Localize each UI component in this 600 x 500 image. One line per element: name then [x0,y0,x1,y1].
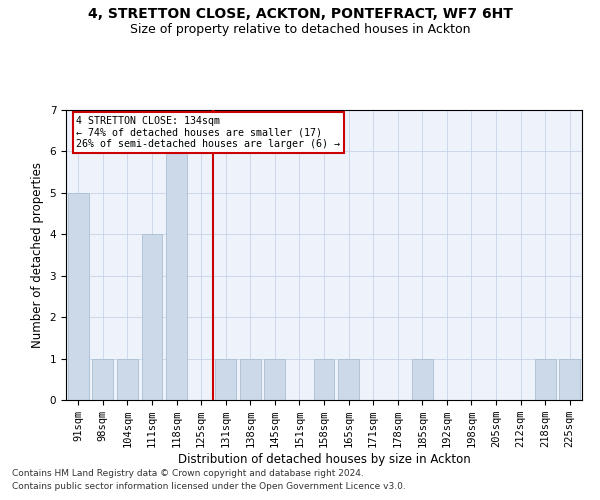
Bar [215,358,236,400]
Text: Contains HM Land Registry data © Crown copyright and database right 2024.: Contains HM Land Registry data © Crown c… [12,468,364,477]
Y-axis label: Number of detached properties: Number of detached properties [31,162,44,348]
Bar [338,358,359,400]
Bar [314,358,334,400]
Text: 4, STRETTON CLOSE, ACKTON, PONTEFRACT, WF7 6HT: 4, STRETTON CLOSE, ACKTON, PONTEFRACT, W… [88,8,512,22]
Bar [142,234,163,400]
Bar [265,358,286,400]
Bar [535,358,556,400]
Text: 4 STRETTON CLOSE: 134sqm
← 74% of detached houses are smaller (17)
26% of semi-d: 4 STRETTON CLOSE: 134sqm ← 74% of detach… [76,116,340,149]
Bar [240,358,261,400]
Text: Size of property relative to detached houses in Ackton: Size of property relative to detached ho… [130,22,470,36]
Bar [166,152,187,400]
Bar [117,358,138,400]
X-axis label: Distribution of detached houses by size in Ackton: Distribution of detached houses by size … [178,453,470,466]
Bar [68,193,89,400]
Bar [412,358,433,400]
Bar [559,358,580,400]
Bar [92,358,113,400]
Text: Contains public sector information licensed under the Open Government Licence v3: Contains public sector information licen… [12,482,406,491]
